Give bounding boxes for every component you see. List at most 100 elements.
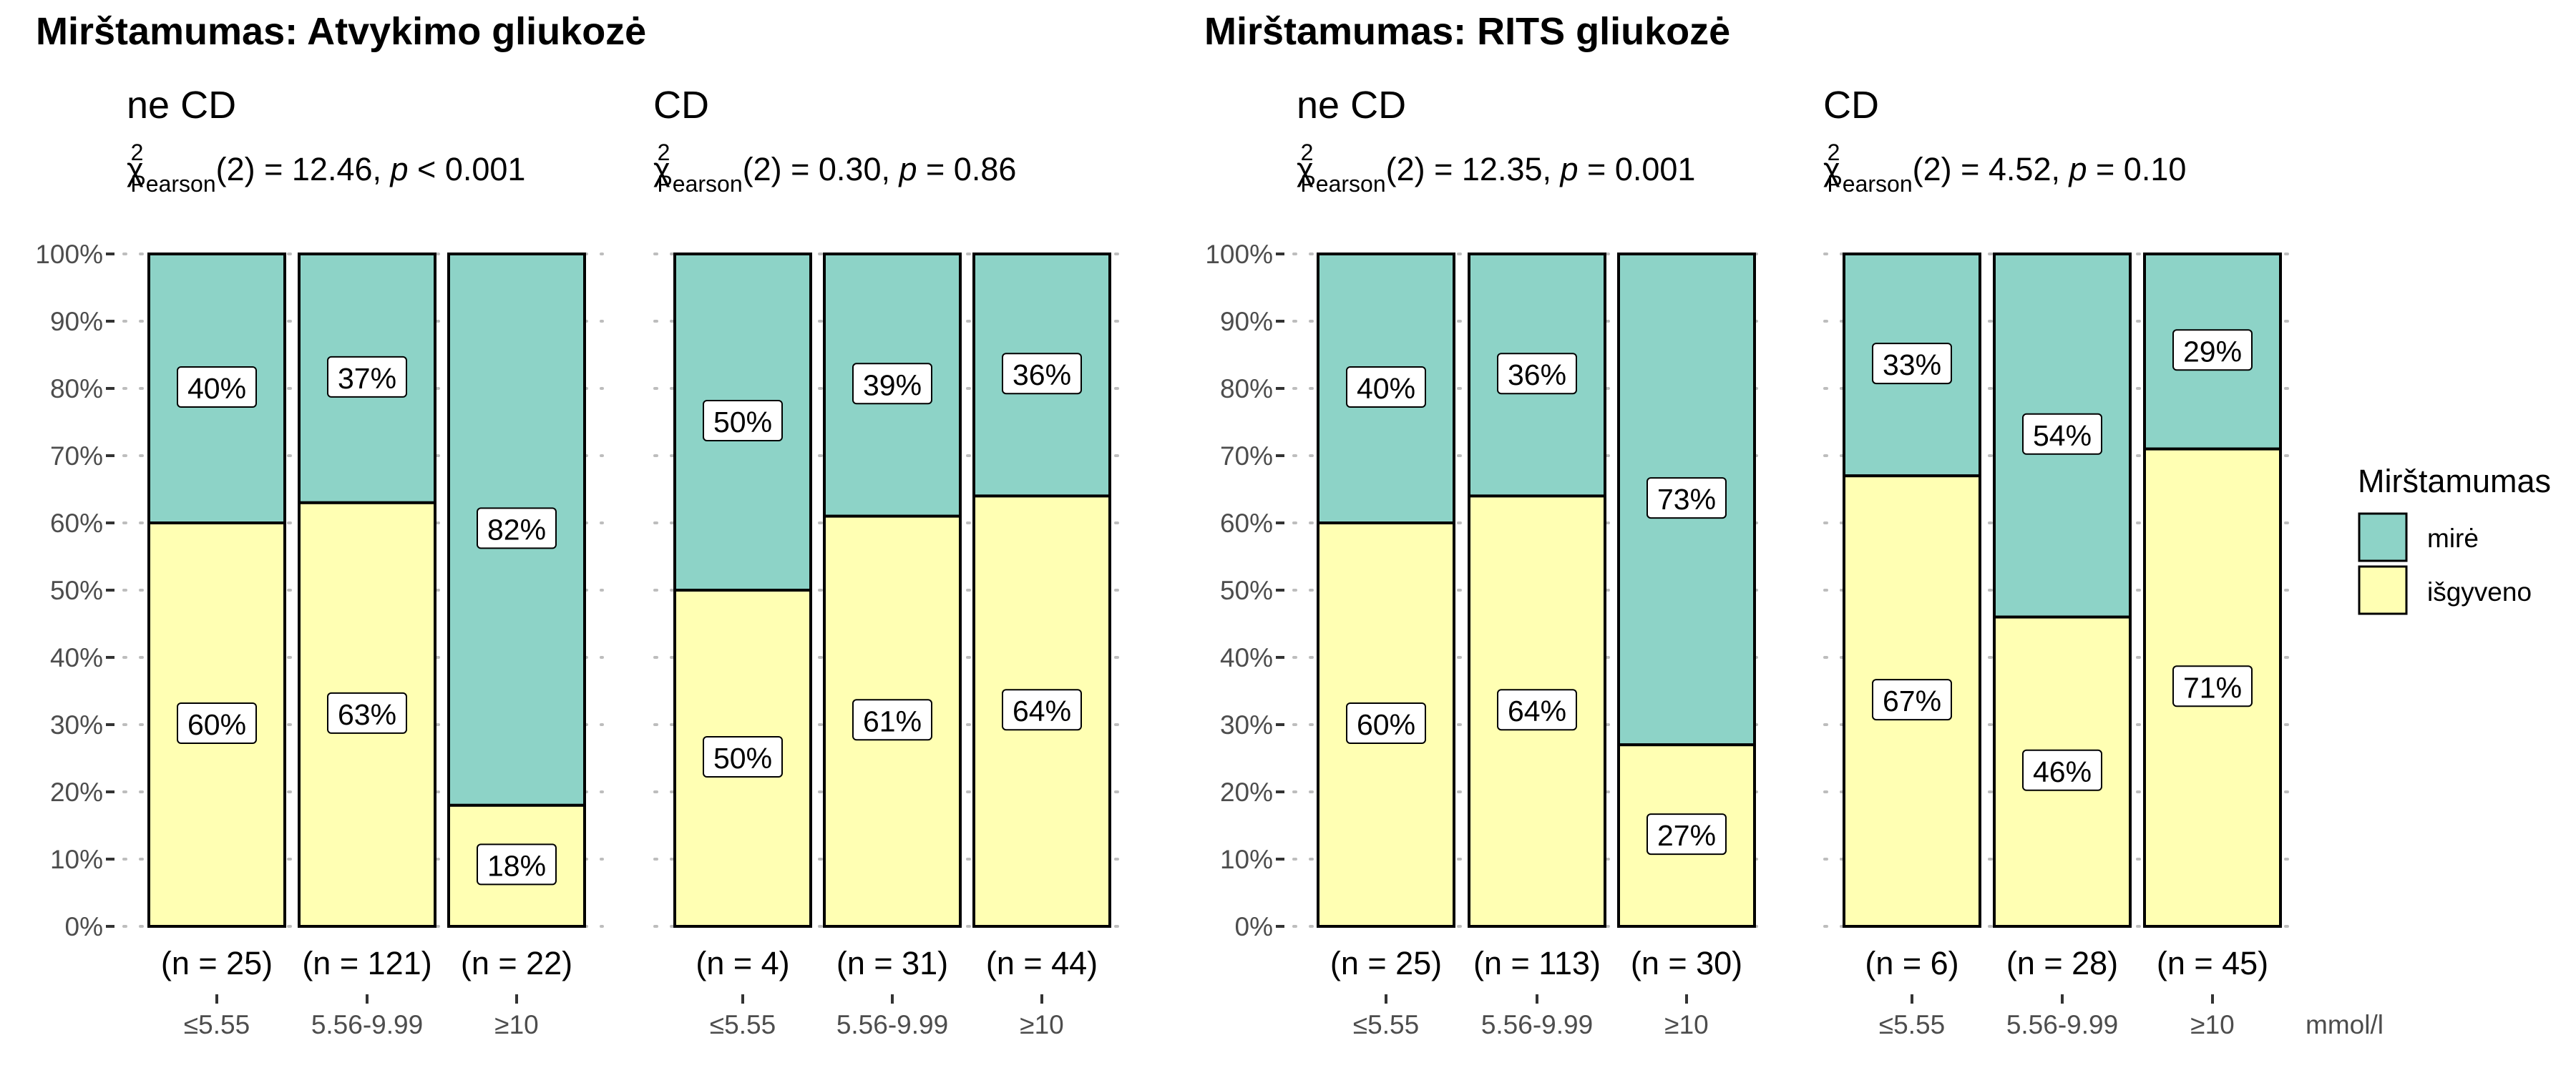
percent-label-isgyveno-box [703,736,783,778]
percent-label-mire-box [852,363,932,405]
percent-label-isgyveno-box [1872,679,1952,721]
y-tick-label: 0% [65,912,103,941]
x-tick-label: 5.56-9.99 [311,1010,423,1039]
y-tick-label: 0% [1235,912,1273,941]
percent-label-isgyveno: 46% [2033,755,2092,788]
percent-label-mire: 29% [2183,335,2242,368]
legend-label-mire: mirė [2427,524,2479,553]
percent-label-mire-box [703,400,783,441]
percent-label-mire: 36% [1508,358,1566,391]
sample-size-label: (n = 113) [1473,945,1601,981]
sample-size-label: (n = 121) [302,945,431,981]
y-tick-label: 80% [50,374,103,403]
panel1-chi-square-statistic: χ2 Pearson(2) = 12.46, p < 0.001 [127,139,525,197]
x-axis-unit-label: mmol/l [2306,1010,2384,1039]
y-tick-label: 30% [50,710,103,740]
percent-label-isgyveno: 60% [187,708,246,741]
sample-size-label: (n = 31) [836,945,948,981]
sample-size-label: (n = 25) [161,945,273,981]
sample-size-label: (n = 6) [1865,945,1958,981]
percent-label-isgyveno: 67% [1883,685,1941,717]
legend-swatch-isgyveno [2358,565,2408,615]
y-tick-label: 100% [35,240,103,269]
percent-label-mire-box [1872,343,1952,385]
x-tick-label: ≤5.55 [184,1010,250,1039]
percent-label-isgyveno: 18% [487,849,546,882]
bar-segment-mire [673,253,812,592]
y-tick-label: 40% [50,643,103,672]
percent-label-mire: 33% [1883,348,1941,381]
percent-label-isgyveno: 64% [1508,695,1566,727]
x-tick-label: ≥10 [2190,1010,2234,1039]
y-tick-label: 10% [1220,845,1273,874]
x-tick-label: 5.56-9.99 [2006,1010,2118,1039]
sample-size-label: (n = 45) [2157,945,2268,981]
percent-label-mire-box [2022,413,2102,455]
percent-label-mire: 82% [487,513,546,546]
y-tick-label: 10% [50,845,103,874]
percent-label-isgyveno-box [477,843,557,886]
y-tick-label: 30% [1220,710,1273,740]
percent-label-mire-box [327,356,407,398]
bar-segment-isgyveno [147,521,286,928]
percent-label-isgyveno: 71% [2183,671,2242,704]
left-plot-title: Mirštamumas: Atvykimo gliukozė [36,10,646,53]
panel2-chi-square-statistic: χ2 Pearson(2) = 0.30, p = 0.86 [653,139,1016,197]
x-tick-label: ≥10 [1664,1010,1708,1039]
percent-label-isgyveno-box [1002,689,1082,731]
percent-label-isgyveno-box [1646,813,1727,856]
panel3-chi-square-statistic: χ2 Pearson(2) = 12.35, p = 0.001 [1297,139,1695,197]
percent-label-mire-box [1646,477,1727,519]
y-tick-label: 40% [1220,643,1273,672]
panel4-chi-square-statistic: χ2 Pearson(2) = 4.52, p = 0.10 [1823,139,2186,197]
percent-label-isgyveno: 64% [1013,695,1071,727]
percent-label-isgyveno-box [1346,702,1426,744]
bar-segment-isgyveno [447,803,586,929]
y-tick-label: 90% [1220,307,1273,336]
sample-size-label: (n = 4) [696,945,789,981]
percent-label-mire: 40% [187,372,246,405]
percent-label-isgyveno-box [327,692,407,734]
y-tick-label: 80% [1220,374,1273,403]
percent-label-isgyveno-box [852,699,932,741]
y-tick-label: 20% [50,778,103,807]
percent-label-mire: 37% [338,362,396,395]
sample-size-label: (n = 30) [1631,945,1742,981]
legend-label-isgyveno: išgyveno [2427,577,2532,607]
percent-label-isgyveno: 50% [713,742,772,775]
x-tick-label: 5.56-9.99 [1481,1010,1593,1039]
panel2-facet-title: CD [653,84,709,127]
right-plot-title: Mirštamumas: RITS gliukozė [1204,10,1730,53]
x-tick-label: ≥10 [1020,1010,1063,1039]
sample-size-label: (n = 25) [1330,945,1442,981]
x-tick-label: 5.56-9.99 [836,1010,948,1039]
y-tick-label: 100% [1205,240,1273,269]
percent-label-mire-box [177,366,257,408]
sample-size-label: (n = 44) [986,945,1098,981]
percent-label-isgyveno-box [1497,689,1577,731]
percent-label-mire-box [2172,329,2253,371]
percent-label-isgyveno: 61% [863,705,922,738]
sample-size-label: (n = 22) [461,945,572,981]
percent-label-mire-box [477,507,557,549]
percent-label-mire: 73% [1657,483,1716,516]
percent-label-mire: 39% [863,368,922,401]
legend-title: Mirštamumas [2358,463,2551,499]
panel4-facet-title: CD [1823,84,1879,127]
percent-label-isgyveno-box [177,702,257,744]
percent-label-mire: 36% [1013,358,1071,391]
percent-label-isgyveno: 27% [1657,819,1716,852]
y-tick-label: 50% [50,576,103,605]
y-tick-label: 60% [1220,509,1273,538]
percent-label-mire-box [1346,366,1426,408]
percent-label-mire: 54% [2033,419,2092,452]
plot-area: 0% 10% 20% 30% 40% 50% 60% 70% 80% 90% 100% 0% 10% 20… [35,240,2300,1039]
percent-label-isgyveno: 60% [1357,708,1415,741]
x-tick-label: ≤5.55 [1353,1010,1419,1039]
x-tick-label: ≥10 [494,1010,538,1039]
x-tick-label: ≤5.55 [1879,1010,1945,1039]
y-tick-label: 70% [50,441,103,471]
x-tick-label: ≤5.55 [710,1010,776,1039]
percent-label-mire-box [1002,353,1082,395]
bar-segment-isgyveno [2143,447,2282,928]
